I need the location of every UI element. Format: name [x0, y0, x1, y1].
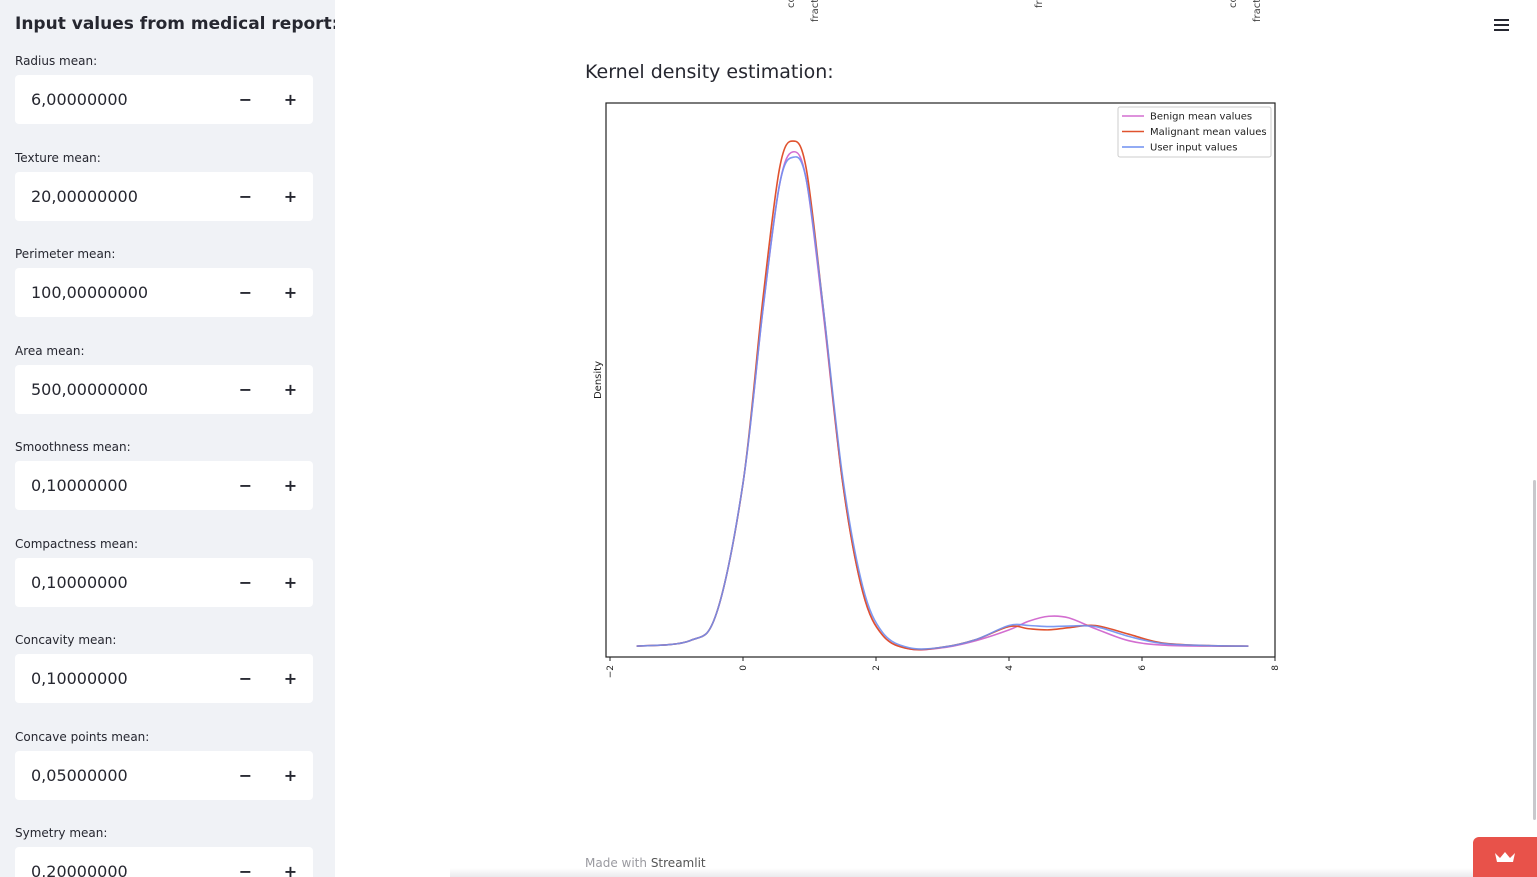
kde-line-malignant	[636, 140, 1249, 651]
previous-chart-tick-label: fract	[1252, 0, 1263, 22]
number-input[interactable]: 0,10000000 − +	[15, 558, 313, 607]
streamlit-badge[interactable]	[1473, 837, 1537, 877]
increment-button[interactable]: +	[283, 766, 298, 785]
previous-chart-tick-label: co	[1228, 0, 1239, 8]
field-label: Symetry mean:	[15, 826, 108, 840]
number-input-value[interactable]: 0,10000000	[31, 669, 128, 688]
x-tick-label: 4	[1005, 665, 1015, 671]
field-label: Perimeter mean:	[15, 247, 116, 261]
legend-label: Malignant mean values	[1150, 127, 1267, 138]
decrement-button[interactable]: −	[238, 90, 253, 109]
number-input-value[interactable]: 20,00000000	[31, 187, 138, 206]
crown-icon	[1495, 852, 1515, 862]
hamburger-menu-icon[interactable]	[1494, 18, 1511, 33]
y-axis-label: Density	[593, 361, 604, 399]
kde-line-user	[636, 156, 1249, 650]
number-input-field: Texture mean: 20,00000000 − +	[15, 149, 313, 221]
number-input-value[interactable]: 100,00000000	[31, 283, 149, 302]
kde-chart-svg: −2 0 2 4 6 8 Density Benign mean values Malignan…	[593, 102, 1281, 678]
legend-label: Benign mean values	[1150, 112, 1252, 123]
number-input-field: Radius mean: 6,00000000 − +	[15, 52, 313, 124]
sidebar: Input values from medical report: Radius…	[0, 0, 335, 877]
number-input-field: Symetry mean: 0,20000000 − +	[15, 824, 313, 877]
field-label: Texture mean:	[15, 151, 101, 165]
decrement-button[interactable]: −	[238, 766, 253, 785]
scrollbar-thumb[interactable]	[1533, 480, 1536, 820]
number-input-value[interactable]: 0,10000000	[31, 573, 128, 592]
previous-chart-tick-label: co	[786, 0, 797, 8]
number-input[interactable]: 0,10000000 − +	[15, 461, 313, 510]
field-label: Concavity mean:	[15, 633, 117, 647]
decrement-button[interactable]: −	[238, 669, 253, 688]
sidebar-title: Input values from medical report:	[15, 14, 335, 34]
increment-button[interactable]: +	[283, 669, 298, 688]
increment-button[interactable]: +	[283, 476, 298, 495]
number-input[interactable]: 0,10000000 − +	[15, 654, 313, 703]
footer: Made with Streamlit	[585, 856, 706, 870]
number-input[interactable]: 20,00000000 − +	[15, 172, 313, 221]
kde-chart: −2 0 2 4 6 8 Density Benign mean values Malignan…	[585, 95, 1285, 695]
number-input[interactable]: 500,00000000 − +	[15, 365, 313, 414]
decrement-button[interactable]: −	[238, 187, 253, 206]
number-input-value[interactable]: 0,05000000	[31, 766, 128, 785]
number-input-field: Area mean: 500,00000000 − +	[15, 342, 313, 414]
increment-button[interactable]: +	[283, 187, 298, 206]
x-tick-label: 0	[739, 665, 749, 671]
increment-button[interactable]: +	[283, 380, 298, 399]
number-input-field: Concave points mean: 0,05000000 − +	[15, 728, 313, 800]
decrement-button[interactable]: −	[238, 283, 253, 302]
field-label: Area mean:	[15, 344, 85, 358]
legend-box	[1117, 106, 1272, 158]
kde-line-benign	[636, 150, 1249, 651]
plot-frame	[605, 102, 1276, 658]
previous-chart-tick-label: fract	[810, 0, 821, 22]
number-input-value[interactable]: 500,00000000	[31, 380, 149, 399]
number-input-value[interactable]: 6,00000000	[31, 90, 128, 109]
increment-button[interactable]: +	[283, 90, 298, 109]
decrement-button[interactable]: −	[238, 476, 253, 495]
footer-prefix: Made with	[585, 856, 647, 870]
increment-button[interactable]: +	[283, 283, 298, 302]
footer-brand-link[interactable]: Streamlit	[650, 856, 706, 870]
legend-label: User input values	[1150, 143, 1237, 154]
number-input-field: Perimeter mean: 100,00000000 − +	[15, 245, 313, 317]
number-input[interactable]: 100,00000000 − +	[15, 268, 313, 317]
number-input-value[interactable]: 0,20000000	[31, 862, 128, 877]
x-tick-label: −2	[606, 665, 616, 678]
number-input[interactable]: 0,20000000 − +	[15, 847, 313, 877]
field-label: Concave points mean:	[15, 730, 150, 744]
x-tick-label: 8	[1271, 665, 1281, 671]
number-input-field: Compactness mean: 0,10000000 − +	[15, 535, 313, 607]
section-title: Kernel density estimation:	[585, 61, 834, 83]
number-input[interactable]: 0,05000000 − +	[15, 751, 313, 800]
footer-shade	[450, 868, 1537, 877]
decrement-button[interactable]: −	[238, 573, 253, 592]
x-tick-label: 6	[1138, 665, 1148, 671]
number-input-value[interactable]: 0,10000000	[31, 476, 128, 495]
field-label: Smoothness mean:	[15, 440, 131, 454]
decrement-button[interactable]: −	[238, 380, 253, 399]
number-input[interactable]: 6,00000000 − +	[15, 75, 313, 124]
number-input-field: Smoothness mean: 0,10000000 − +	[15, 438, 313, 510]
field-label: Compactness mean:	[15, 537, 139, 551]
x-tick-label: 2	[872, 665, 882, 671]
increment-button[interactable]: +	[283, 862, 298, 877]
number-input-field: Concavity mean: 0,10000000 − +	[15, 631, 313, 703]
field-label: Radius mean:	[15, 54, 98, 68]
previous-chart-tick-label: fr	[1034, 0, 1045, 8]
increment-button[interactable]: +	[283, 573, 298, 592]
decrement-button[interactable]: −	[238, 862, 253, 877]
